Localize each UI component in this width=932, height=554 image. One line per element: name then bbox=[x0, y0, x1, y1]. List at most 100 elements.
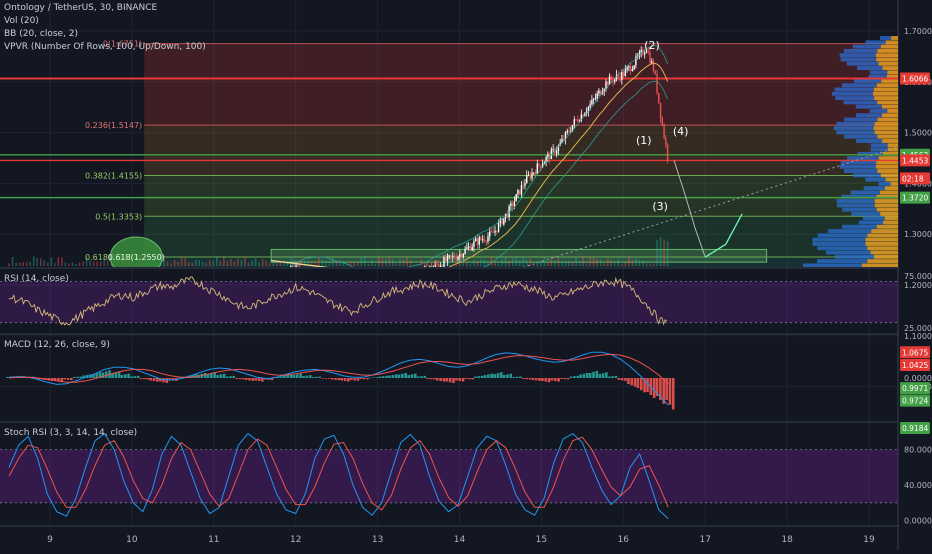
volume-bar bbox=[180, 256, 183, 266]
volume-bar bbox=[402, 259, 405, 266]
macd-histogram-bar bbox=[356, 378, 360, 381]
macd-histogram-bar bbox=[553, 378, 557, 382]
volume-bar bbox=[466, 261, 468, 266]
macd-histogram-bar bbox=[519, 376, 522, 378]
stoch-indicator-label: Stoch RSI (3, 3, 14, 14, close) bbox=[4, 428, 138, 438]
volume-bar bbox=[525, 259, 528, 266]
macd-histogram-bar bbox=[104, 371, 108, 378]
macd-histogram-bar bbox=[627, 378, 630, 385]
candle-body bbox=[661, 118, 664, 126]
candle-body bbox=[429, 265, 431, 267]
candle-body bbox=[540, 165, 542, 168]
volume-bar bbox=[82, 261, 84, 266]
vpvr-row-up bbox=[836, 130, 875, 135]
volume-bar bbox=[46, 262, 49, 266]
volume-bar bbox=[89, 260, 91, 266]
vpvr-row-down bbox=[887, 70, 898, 75]
price-axis-bg bbox=[899, 0, 932, 550]
vpvr-row-down bbox=[890, 181, 898, 186]
candle-body bbox=[640, 50, 642, 53]
macd-histogram-bar bbox=[235, 378, 238, 380]
macd-histogram-bar bbox=[420, 376, 423, 378]
candle-body bbox=[476, 238, 479, 245]
vpvr-row-up bbox=[869, 109, 888, 113]
candle-body bbox=[466, 247, 468, 249]
macd-histogram-bar bbox=[617, 378, 621, 381]
vpvr-indicator-label: VPVR (Number Of Rows, 100, Up/Down, 100) bbox=[4, 42, 206, 52]
candle-body bbox=[647, 51, 649, 53]
price-tick-label: 1.3000 bbox=[904, 230, 932, 239]
macd-histogram-bar bbox=[210, 373, 213, 378]
macd-histogram-bar bbox=[442, 378, 446, 382]
candle-body bbox=[596, 93, 598, 99]
volume-bar bbox=[254, 258, 257, 266]
vpvr-row-up bbox=[825, 250, 871, 255]
vpvr-row-up bbox=[841, 194, 877, 199]
candle-body bbox=[492, 231, 494, 233]
vpvr-row-up bbox=[854, 78, 882, 83]
candle-body bbox=[552, 148, 554, 150]
macd-histogram-bar bbox=[608, 376, 611, 378]
candle-body bbox=[501, 218, 503, 225]
vpvr-row-down bbox=[874, 121, 898, 126]
macd-histogram-bar bbox=[512, 376, 516, 378]
vpvr-row-down bbox=[880, 211, 898, 216]
price-badge-label: 0.9724 bbox=[902, 397, 928, 406]
macd-histogram-bar bbox=[337, 378, 341, 381]
volume-bar bbox=[652, 263, 655, 266]
vpvr-row-up bbox=[817, 259, 868, 264]
fib-level-label: 0.5(1.3353) bbox=[95, 212, 142, 221]
vpvr-row-up bbox=[812, 241, 866, 246]
fib-zone bbox=[144, 43, 898, 126]
volume-bar bbox=[409, 260, 412, 266]
volume-bar bbox=[39, 258, 42, 266]
vpvr-row-down bbox=[886, 74, 898, 79]
vpvr-row-down bbox=[865, 237, 898, 242]
macd-histogram-bar bbox=[569, 376, 573, 378]
candle-body bbox=[485, 241, 487, 242]
candle-body bbox=[659, 102, 662, 119]
vpvr-row-down bbox=[867, 233, 898, 238]
candle-body bbox=[575, 119, 577, 121]
vol-indicator-label: Vol (20) bbox=[4, 16, 39, 26]
macd-histogram-bar bbox=[506, 374, 509, 378]
candle-body bbox=[494, 230, 496, 233]
macd-histogram-bar bbox=[474, 376, 477, 378]
volume-bar bbox=[621, 263, 623, 266]
macd-histogram-bar bbox=[124, 374, 127, 378]
macd-histogram-bar bbox=[480, 375, 484, 378]
volume-bar bbox=[282, 260, 285, 266]
vpvr-row-up bbox=[842, 207, 877, 212]
macd-histogram-bar bbox=[34, 378, 38, 380]
volume-bar bbox=[659, 237, 662, 266]
macd-histogram-bar bbox=[646, 378, 649, 393]
macd-histogram-bar bbox=[117, 371, 121, 378]
volume-bar bbox=[177, 261, 179, 266]
volume-bar bbox=[240, 259, 243, 266]
candle-body bbox=[432, 266, 435, 267]
macd-histogram-bar bbox=[241, 378, 245, 380]
price-tick-label: 1.1000 bbox=[904, 332, 932, 341]
volume-bar bbox=[307, 261, 310, 266]
axes: 1.70001.60001.50001.40001.30001.20001.10… bbox=[47, 0, 932, 550]
volume-bar bbox=[205, 262, 208, 266]
macd-histogram-bar bbox=[219, 374, 223, 378]
macd-histogram-bar bbox=[461, 378, 465, 382]
volume-bar bbox=[279, 261, 282, 266]
macd-histogram-bar bbox=[190, 374, 194, 378]
macd-histogram-bar bbox=[477, 376, 481, 378]
macd-histogram-bar bbox=[238, 378, 242, 380]
volume-bar bbox=[554, 260, 556, 266]
candle-body bbox=[652, 61, 655, 72]
rsi-tick-label: 25.0000 bbox=[904, 324, 932, 333]
macd-panel bbox=[6, 351, 675, 410]
volume-bar bbox=[286, 261, 289, 266]
macd-histogram-bar bbox=[261, 378, 264, 382]
price-badge-label: 1.4453 bbox=[902, 156, 928, 165]
candle-body bbox=[538, 163, 540, 166]
price-badge bbox=[900, 394, 930, 407]
vpvr-row-down bbox=[880, 44, 898, 49]
volume-bar bbox=[8, 263, 10, 266]
